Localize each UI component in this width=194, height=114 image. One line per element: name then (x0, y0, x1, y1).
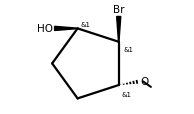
Polygon shape (55, 27, 78, 31)
Text: &1: &1 (122, 91, 132, 97)
Text: HO: HO (37, 24, 53, 34)
Text: &1: &1 (81, 22, 90, 28)
Text: Br: Br (113, 5, 125, 15)
Polygon shape (117, 17, 121, 42)
Text: &1: &1 (123, 47, 133, 53)
Text: O: O (140, 76, 148, 86)
